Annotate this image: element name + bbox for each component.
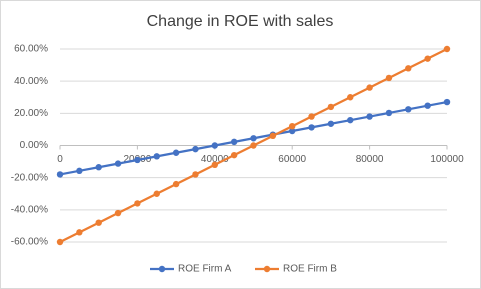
y-tick-label: -20.00% [11,172,48,183]
x-tick-label: 0 [57,154,63,165]
data-point [289,127,296,135]
chart-title: Change in ROE with sales [147,13,334,30]
data-point [385,74,393,82]
data-point [327,103,335,111]
legend-label: ROE Firm A [178,264,232,275]
y-tick-label: -60.00% [11,237,48,248]
y-tick-label: 40.00% [14,76,48,87]
x-tick-label: 60000 [278,154,306,165]
y-tick-label: 0.00% [20,140,48,151]
data-point [134,156,141,164]
data-point [153,190,160,197]
data-point [230,151,238,159]
y-tick-label: 20.00% [14,108,48,119]
data-point [114,209,122,217]
y-tick-label: 60.00% [14,44,48,55]
data-point [211,161,218,168]
legend-marker [263,265,271,273]
data-point [269,132,277,140]
data-point [366,84,373,91]
data-point [95,219,102,226]
data-point [347,94,354,101]
data-point [443,45,451,53]
data-point [443,98,451,106]
data-point [308,124,315,131]
legend-marker [158,265,166,273]
data-point [134,200,141,207]
data-point [76,229,83,236]
data-point [153,153,160,160]
data-point [385,109,393,117]
legend-label: ROE Firm B [283,264,337,275]
data-point [327,120,335,127]
data-point [211,142,218,149]
x-tick-label: 100000 [430,154,464,165]
data-point [192,171,199,178]
x-tick-label: 80000 [356,154,384,165]
data-point [405,65,412,72]
data-point [308,113,315,120]
data-point [424,102,431,109]
data-point [56,238,64,246]
data-point [405,106,412,113]
y-tick-label: -40.00% [11,204,48,215]
data-point [424,55,431,62]
data-point [192,145,199,153]
data-point [289,123,296,130]
data-point [172,149,180,156]
x-tick-label: 40000 [201,154,229,165]
data-point [347,116,354,124]
data-point [95,164,102,171]
data-point [250,135,257,142]
data-point [230,138,238,146]
data-point [76,167,83,175]
data-point [250,142,257,149]
data-point [172,180,180,188]
data-point [366,113,373,120]
data-point [114,160,122,167]
data-point [56,171,64,178]
